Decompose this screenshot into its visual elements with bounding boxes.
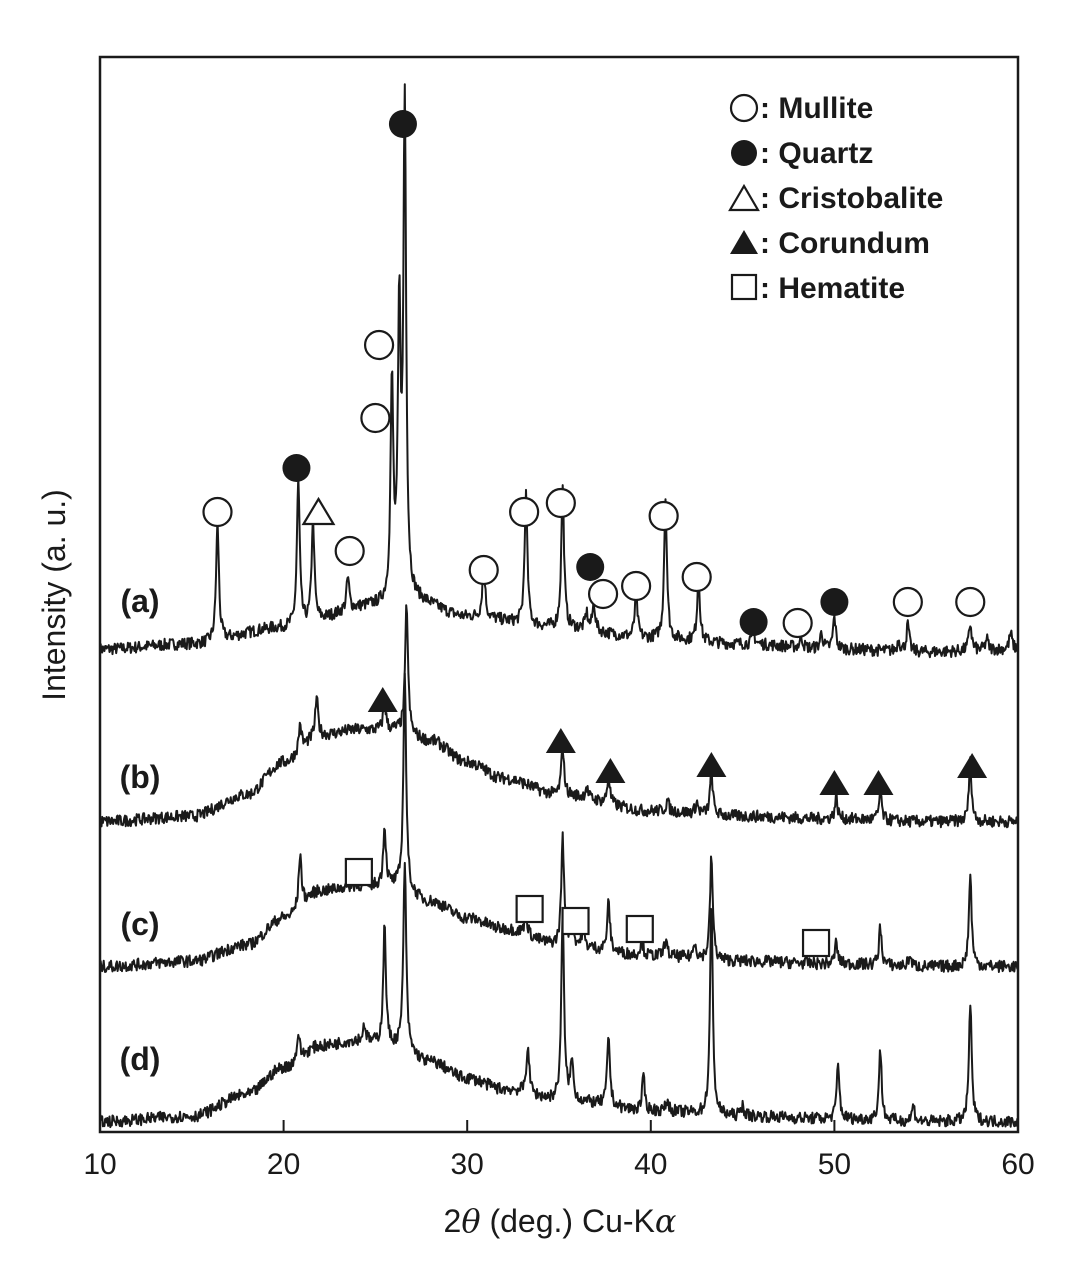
x-tick-label: 50 <box>818 1148 851 1181</box>
mullite-marker <box>509 496 540 528</box>
trace-label: (d) <box>120 1041 161 1077</box>
x-axis-title-part: 2 <box>444 1203 462 1239</box>
corundum-marker <box>595 758 626 783</box>
mullite-marker <box>468 554 499 586</box>
hematite-marker <box>561 906 590 936</box>
mullite-marker <box>648 500 679 532</box>
corundum-marker <box>367 687 398 712</box>
x-tick-label: 40 <box>634 1148 667 1181</box>
y-axis-title: Intensity (a. u.) <box>36 489 72 701</box>
mullite-marker <box>360 402 391 434</box>
quartz-marker <box>388 110 417 138</box>
series-line <box>99 861 1019 1129</box>
series-line <box>99 604 1019 829</box>
hematite-marker <box>625 914 654 944</box>
legend-text-corundum: : Corundum <box>760 227 930 260</box>
mullite-marker <box>782 607 813 639</box>
trace-label: (b) <box>120 759 161 795</box>
legend-marker-open-square <box>730 273 758 301</box>
mullite-marker <box>545 487 576 519</box>
x-tick-label: 60 <box>1001 1148 1034 1181</box>
plot-frame <box>98 55 1020 1134</box>
corundum-marker <box>696 752 727 777</box>
corundum-marker <box>957 753 988 778</box>
trace-label-layer: (a) (b) (c) (d) <box>120 583 161 1077</box>
mullite-marker <box>334 535 365 567</box>
mullite-marker <box>621 570 652 602</box>
cristobalite-marker <box>301 496 336 526</box>
x-tick-label: 30 <box>451 1148 484 1181</box>
hematite-marker <box>515 894 544 924</box>
x-axis-title-part: (deg.) Cu-K <box>481 1203 655 1239</box>
x-axis-title-part: α <box>655 1202 677 1240</box>
series-layer <box>99 83 1019 1129</box>
x-axis-title-part: θ <box>461 1202 480 1240</box>
tick-layer: 10 20 30 40 50 60 <box>83 1120 1035 1181</box>
corundum-marker <box>863 770 894 795</box>
legend-marker-filled-circle <box>731 140 757 166</box>
mullite-marker <box>681 561 712 593</box>
legend-text-hematite: : Hematite <box>760 272 905 305</box>
series-line <box>99 83 1019 659</box>
mullite-marker <box>202 496 233 528</box>
legend-marker-filled-triangle <box>730 230 758 254</box>
hematite-marker <box>801 928 831 958</box>
corundum-marker <box>819 770 850 795</box>
x-tick-label: 20 <box>267 1148 300 1181</box>
quartz-marker <box>576 553 605 581</box>
marker-layer <box>202 110 988 958</box>
corundum-marker <box>545 728 576 753</box>
quartz-marker <box>820 588 849 616</box>
mullite-marker <box>892 586 923 618</box>
mullite-marker <box>955 586 986 618</box>
quartz-marker <box>282 454 311 482</box>
trace-label: (a) <box>120 583 159 619</box>
series-line <box>99 672 1019 973</box>
legend-text-quartz: : Quartz <box>760 137 873 170</box>
mullite-marker <box>587 578 619 610</box>
mullite-marker <box>363 329 395 361</box>
x-axis-title: 2θ (deg.) Cu-Kα <box>444 1202 677 1240</box>
hematite-marker <box>344 857 373 887</box>
legend-text-cristobalite: : Cristobalite <box>760 182 943 215</box>
quartz-marker <box>739 608 768 636</box>
x-tick-label: 10 <box>83 1148 116 1181</box>
legend-marker-open-triangle <box>728 183 760 212</box>
legend-marker-open-circle <box>729 93 759 123</box>
legend-text-mullite: : Mullite <box>760 92 873 125</box>
legend: : Mullite : Quartz : Cristobalite : Coru… <box>728 92 943 305</box>
trace-label: (c) <box>120 906 159 942</box>
